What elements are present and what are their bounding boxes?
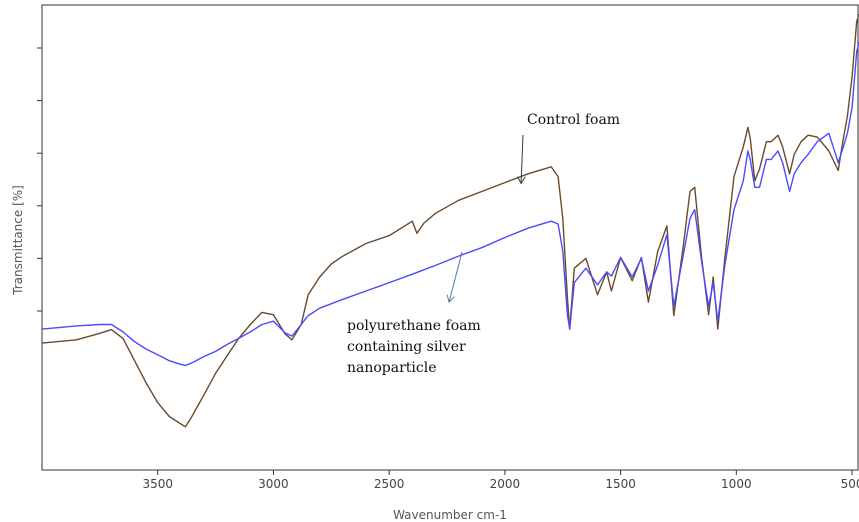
x-axis-title: Wavenumber cm-1 bbox=[393, 508, 507, 522]
annotation-text: containing silver bbox=[347, 339, 466, 355]
series-layer bbox=[41, 14, 859, 428]
annotation-arrow bbox=[521, 134, 523, 182]
x-tick-label: 3500 bbox=[142, 477, 173, 491]
annotation-text: Control foam bbox=[527, 112, 620, 128]
x-tick-label: 500 bbox=[841, 477, 859, 491]
x-tick-label: 2000 bbox=[490, 477, 521, 491]
y-axis-title: Transmittance [%] bbox=[11, 185, 25, 296]
annotation-layer: Control foam polyurethane foam containing … bbox=[347, 112, 620, 376]
series-line-1 bbox=[41, 42, 859, 367]
x-tick-label: 1000 bbox=[721, 477, 752, 491]
x-axis-ticks: 3500 3000 2500 2000 1500 1000 500 bbox=[142, 470, 859, 491]
plot-frame bbox=[41, 4, 859, 471]
series-line-0 bbox=[41, 14, 859, 428]
annotation-arrow bbox=[449, 251, 463, 301]
annotation-text: polyurethane foam bbox=[347, 318, 481, 334]
x-tick-label: 3000 bbox=[258, 477, 289, 491]
y-axis-ticks bbox=[37, 47, 42, 312]
annotation-text: nanoparticle bbox=[347, 360, 437, 376]
x-tick-label: 2500 bbox=[374, 477, 405, 491]
x-tick-label: 1500 bbox=[605, 477, 636, 491]
